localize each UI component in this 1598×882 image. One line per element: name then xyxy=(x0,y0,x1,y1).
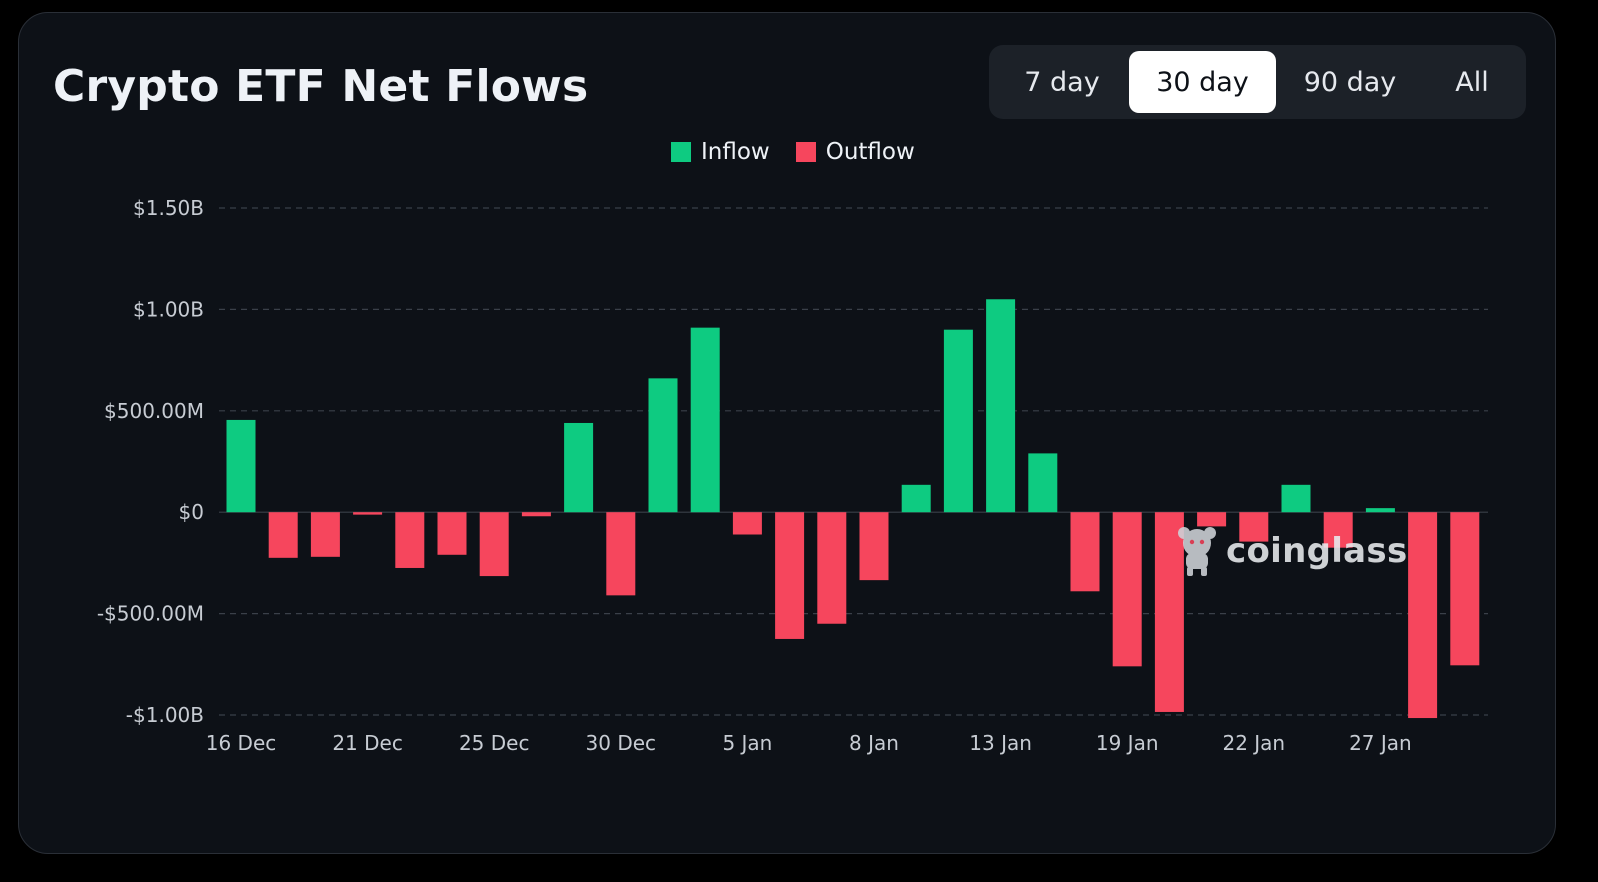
period-selector: 7 day 30 day 90 day All xyxy=(989,45,1526,119)
inflow-bar[interactable] xyxy=(648,378,678,513)
tab-90-day[interactable]: 90 day xyxy=(1303,66,1397,98)
x-tick-label: 21 Dec xyxy=(332,731,403,755)
y-tick-label: $1.50B xyxy=(133,196,204,220)
axis-layer: $1.50B $1.00B $500.00M $0 -$500.00M -$1.00B16… xyxy=(97,196,1412,755)
outflow-bar[interactable] xyxy=(437,512,467,555)
x-tick-label: 5 Jan xyxy=(722,731,772,755)
y-tick-label: $500.00M xyxy=(104,399,204,423)
chart-card: Crypto ETF Net Flows 7 day 30 day 90 day… xyxy=(18,12,1556,854)
outflow-bar[interactable] xyxy=(268,512,298,558)
legend-outflow-label: Outflow xyxy=(825,139,915,165)
outflow-bar[interactable] xyxy=(310,512,340,557)
tab-all[interactable]: All xyxy=(1455,66,1489,98)
outflow-bar[interactable] xyxy=(521,512,551,517)
x-tick-label: 27 Jan xyxy=(1349,731,1412,755)
outflow-bar[interactable] xyxy=(395,512,425,568)
inflow-bar[interactable] xyxy=(564,422,594,513)
outflow-bar[interactable] xyxy=(1408,512,1438,719)
coinglass-logo-icon xyxy=(1178,527,1216,576)
inflow-bar[interactable] xyxy=(901,484,931,513)
outflow-bar[interactable] xyxy=(1323,512,1353,548)
grid-layer xyxy=(219,207,1488,716)
outflow-bar[interactable] xyxy=(859,512,889,581)
inflow-bar[interactable] xyxy=(1028,453,1058,513)
chart-legend: Inflow Outflow xyxy=(671,139,941,165)
outflow-bar[interactable] xyxy=(1450,512,1480,666)
tab-7-day[interactable]: 7 day xyxy=(1024,66,1100,98)
coinglass-watermark: coinglass xyxy=(1174,525,1407,577)
x-tick-label: 30 Dec xyxy=(586,731,657,755)
y-tick-label: $1.00B xyxy=(133,297,204,321)
y-tick-label: $0 xyxy=(179,500,204,524)
net-flows-chart: $1.50B $1.00B $500.00M $0 -$500.00M -$1.00B16… xyxy=(97,196,1488,755)
legend-inflow-label: Inflow xyxy=(701,139,770,165)
inflow-bar[interactable] xyxy=(986,299,1016,513)
outflow-bar[interactable] xyxy=(479,512,509,577)
x-tick-label: 22 Jan xyxy=(1222,731,1285,755)
outflow-bar[interactable] xyxy=(775,512,805,639)
inflow-bar[interactable] xyxy=(1365,508,1395,513)
outflow-bar[interactable] xyxy=(817,512,847,624)
outflow-bar[interactable] xyxy=(732,512,762,535)
watermark-text: coinglass xyxy=(1226,531,1408,571)
outflow-bar[interactable] xyxy=(1239,512,1269,542)
y-tick-label: -$500.00M xyxy=(97,602,204,626)
bar-layer xyxy=(226,299,1480,719)
inflow-bar[interactable] xyxy=(943,329,973,513)
x-tick-label: 16 Dec xyxy=(206,731,277,755)
x-tick-label: 13 Jan xyxy=(969,731,1032,755)
outflow-bar[interactable] xyxy=(606,512,636,596)
outflow-bar[interactable] xyxy=(1112,512,1142,667)
outflow-bar[interactable] xyxy=(1070,512,1100,592)
page-title: Crypto ETF Net Flows xyxy=(53,61,589,112)
inflow-swatch xyxy=(671,142,691,162)
x-tick-label: 19 Jan xyxy=(1096,731,1159,755)
inflow-bar[interactable] xyxy=(226,419,256,513)
inflow-bar[interactable] xyxy=(1281,484,1311,513)
tab-30-day[interactable]: 30 day xyxy=(1129,51,1276,113)
outflow-swatch xyxy=(795,142,816,162)
outflow-bar[interactable] xyxy=(1154,512,1184,712)
inflow-bar[interactable] xyxy=(690,327,720,513)
y-tick-label: -$1.00B xyxy=(126,703,204,727)
legend-item-inflow[interactable]: Inflow xyxy=(671,139,770,165)
x-tick-label: 8 Jan xyxy=(849,731,899,755)
legend-item-outflow[interactable]: Outflow xyxy=(795,139,915,165)
outflow-bar[interactable] xyxy=(353,512,383,515)
x-tick-label: 25 Dec xyxy=(459,731,530,755)
outflow-bar[interactable] xyxy=(1197,512,1227,527)
